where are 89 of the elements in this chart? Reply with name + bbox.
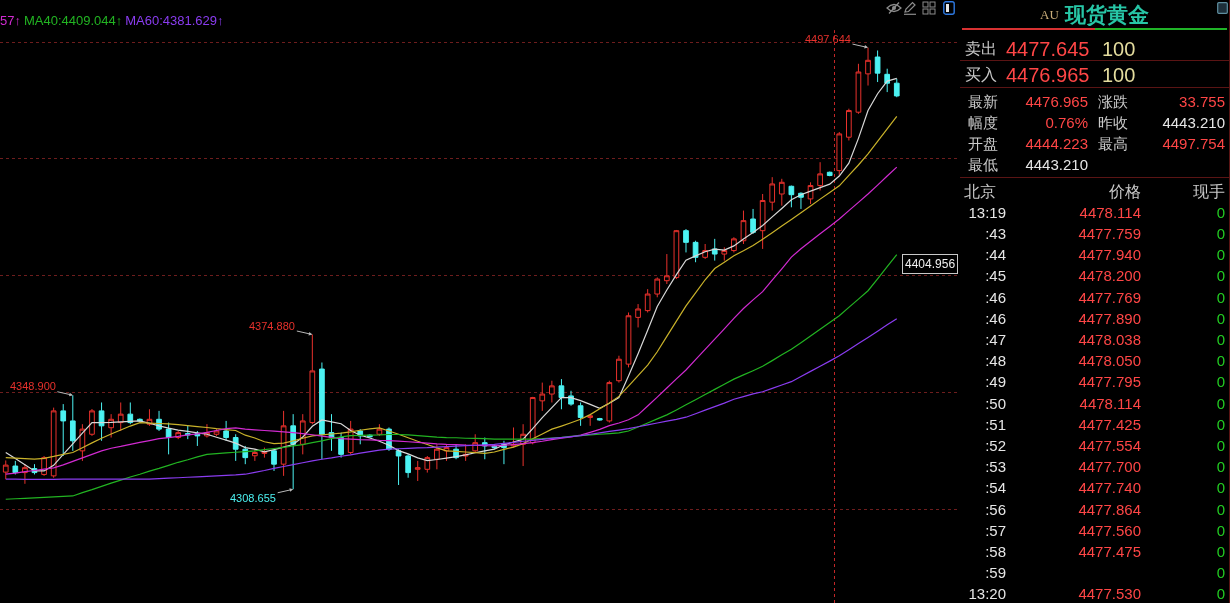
text: 4476.965 bbox=[1025, 93, 1088, 111]
data-label: 0 bbox=[1216, 224, 1225, 243]
category-label: :50 bbox=[985, 394, 1006, 413]
data-label: 4477.769 bbox=[1078, 288, 1141, 307]
data-label: 4478.200 bbox=[1078, 267, 1141, 286]
data-label: 0 bbox=[1216, 585, 1225, 603]
category-label: :51 bbox=[985, 415, 1006, 434]
data-label: 0 bbox=[1216, 309, 1225, 328]
text: 涨跌 bbox=[1098, 93, 1128, 111]
data-label: 0 bbox=[1216, 203, 1225, 222]
data-label: 0 bbox=[1216, 436, 1225, 455]
data-label: 4477.864 bbox=[1078, 500, 1141, 519]
data-label: 4478.038 bbox=[1078, 330, 1141, 349]
text: 4444.223 bbox=[1025, 135, 1088, 153]
category-label: :43 bbox=[985, 224, 1006, 243]
text: 100 bbox=[1102, 64, 1136, 86]
category-label: :58 bbox=[985, 542, 1006, 561]
annotation: 4497.644 bbox=[805, 33, 851, 45]
data-label: 0 bbox=[1216, 373, 1225, 392]
category-label: :57 bbox=[985, 521, 1006, 540]
text: 幅度 bbox=[968, 114, 998, 132]
data-label: 0 bbox=[1216, 564, 1225, 583]
category-label: :45 bbox=[985, 267, 1006, 286]
category-label: 13:20 bbox=[968, 585, 1006, 603]
text: 昨收 bbox=[1098, 114, 1128, 132]
data-label: 4477.560 bbox=[1078, 521, 1141, 540]
text: 4443.210 bbox=[1162, 114, 1225, 132]
data-label: 0 bbox=[1216, 394, 1225, 413]
data-label: 4477.759 bbox=[1078, 224, 1141, 243]
text: 最低 bbox=[968, 156, 998, 174]
data-label: 4478.114 bbox=[1079, 203, 1141, 222]
text: 现手 bbox=[1193, 183, 1225, 201]
text: 现货黄金 bbox=[1064, 1, 1149, 29]
data-label: 4478.114 bbox=[1079, 394, 1141, 413]
data-label: 4477.530 bbox=[1078, 585, 1141, 603]
data-label: 4477.700 bbox=[1078, 458, 1141, 477]
data-label: 0 bbox=[1216, 542, 1225, 561]
data-label: 4477.795 bbox=[1078, 373, 1141, 392]
data-label: 4477.425 bbox=[1078, 415, 1141, 434]
category-label: :49 bbox=[985, 373, 1006, 392]
text: 最新 bbox=[968, 93, 998, 111]
category-label: :48 bbox=[985, 352, 1006, 371]
category-label: :53 bbox=[985, 458, 1006, 477]
category-label: :44 bbox=[985, 246, 1006, 265]
data-label: 0 bbox=[1216, 246, 1225, 265]
text: 33.755 bbox=[1179, 93, 1225, 111]
data-label: 0 bbox=[1216, 500, 1225, 519]
data-label: 0 bbox=[1216, 415, 1225, 434]
text: 57↑ bbox=[0, 13, 21, 28]
data-label: 4477.940 bbox=[1078, 246, 1141, 265]
annotation: 4374.880 bbox=[249, 320, 295, 332]
data-label: 0 bbox=[1216, 479, 1225, 498]
text: 4476.965 bbox=[1006, 64, 1090, 86]
text: 卖出 bbox=[965, 40, 997, 58]
text: 最高 bbox=[1098, 135, 1128, 153]
text: 买入 bbox=[965, 66, 997, 84]
category-label: :46 bbox=[985, 309, 1006, 328]
data-label: 4477.475 bbox=[1078, 542, 1141, 561]
category-label: :59 bbox=[985, 564, 1006, 583]
annotation: 4308.655 bbox=[230, 492, 276, 504]
category-label: 13:19 bbox=[968, 203, 1006, 222]
annotation: 4348.900 bbox=[10, 380, 56, 392]
text: 4443.210 bbox=[1025, 156, 1088, 174]
data-label: 0 bbox=[1216, 267, 1225, 286]
data-label: 4477.890 bbox=[1078, 309, 1141, 328]
text: AU bbox=[1040, 7, 1059, 23]
category-label: :52 bbox=[985, 436, 1006, 455]
text: 开盘 bbox=[968, 135, 998, 153]
text: 价格 bbox=[1109, 183, 1141, 201]
category-label: :54 bbox=[985, 479, 1006, 498]
data-label: 0 bbox=[1216, 521, 1225, 540]
category-label: :46 bbox=[985, 288, 1006, 307]
data-label: 0 bbox=[1216, 458, 1225, 477]
text: 4404.956 bbox=[905, 257, 956, 271]
text: 0.76% bbox=[1045, 114, 1088, 132]
text: 100 bbox=[1102, 38, 1136, 60]
category-label: :47 bbox=[985, 330, 1006, 349]
data-label: 4477.740 bbox=[1078, 479, 1141, 498]
text: 4497.754 bbox=[1162, 135, 1225, 153]
text: 北京 bbox=[964, 183, 996, 201]
text: 4477.645 bbox=[1006, 38, 1090, 60]
data-label: 4477.554 bbox=[1078, 436, 1141, 455]
category-label: :56 bbox=[985, 500, 1006, 519]
text: MA40:4409.044↑ bbox=[23, 13, 123, 28]
data-label: 0 bbox=[1216, 288, 1225, 307]
data-label: 0 bbox=[1216, 330, 1225, 349]
data-label: 0 bbox=[1216, 352, 1225, 371]
data-label: 4478.050 bbox=[1078, 352, 1141, 371]
text: MA60:4381.629↑ bbox=[125, 13, 224, 28]
